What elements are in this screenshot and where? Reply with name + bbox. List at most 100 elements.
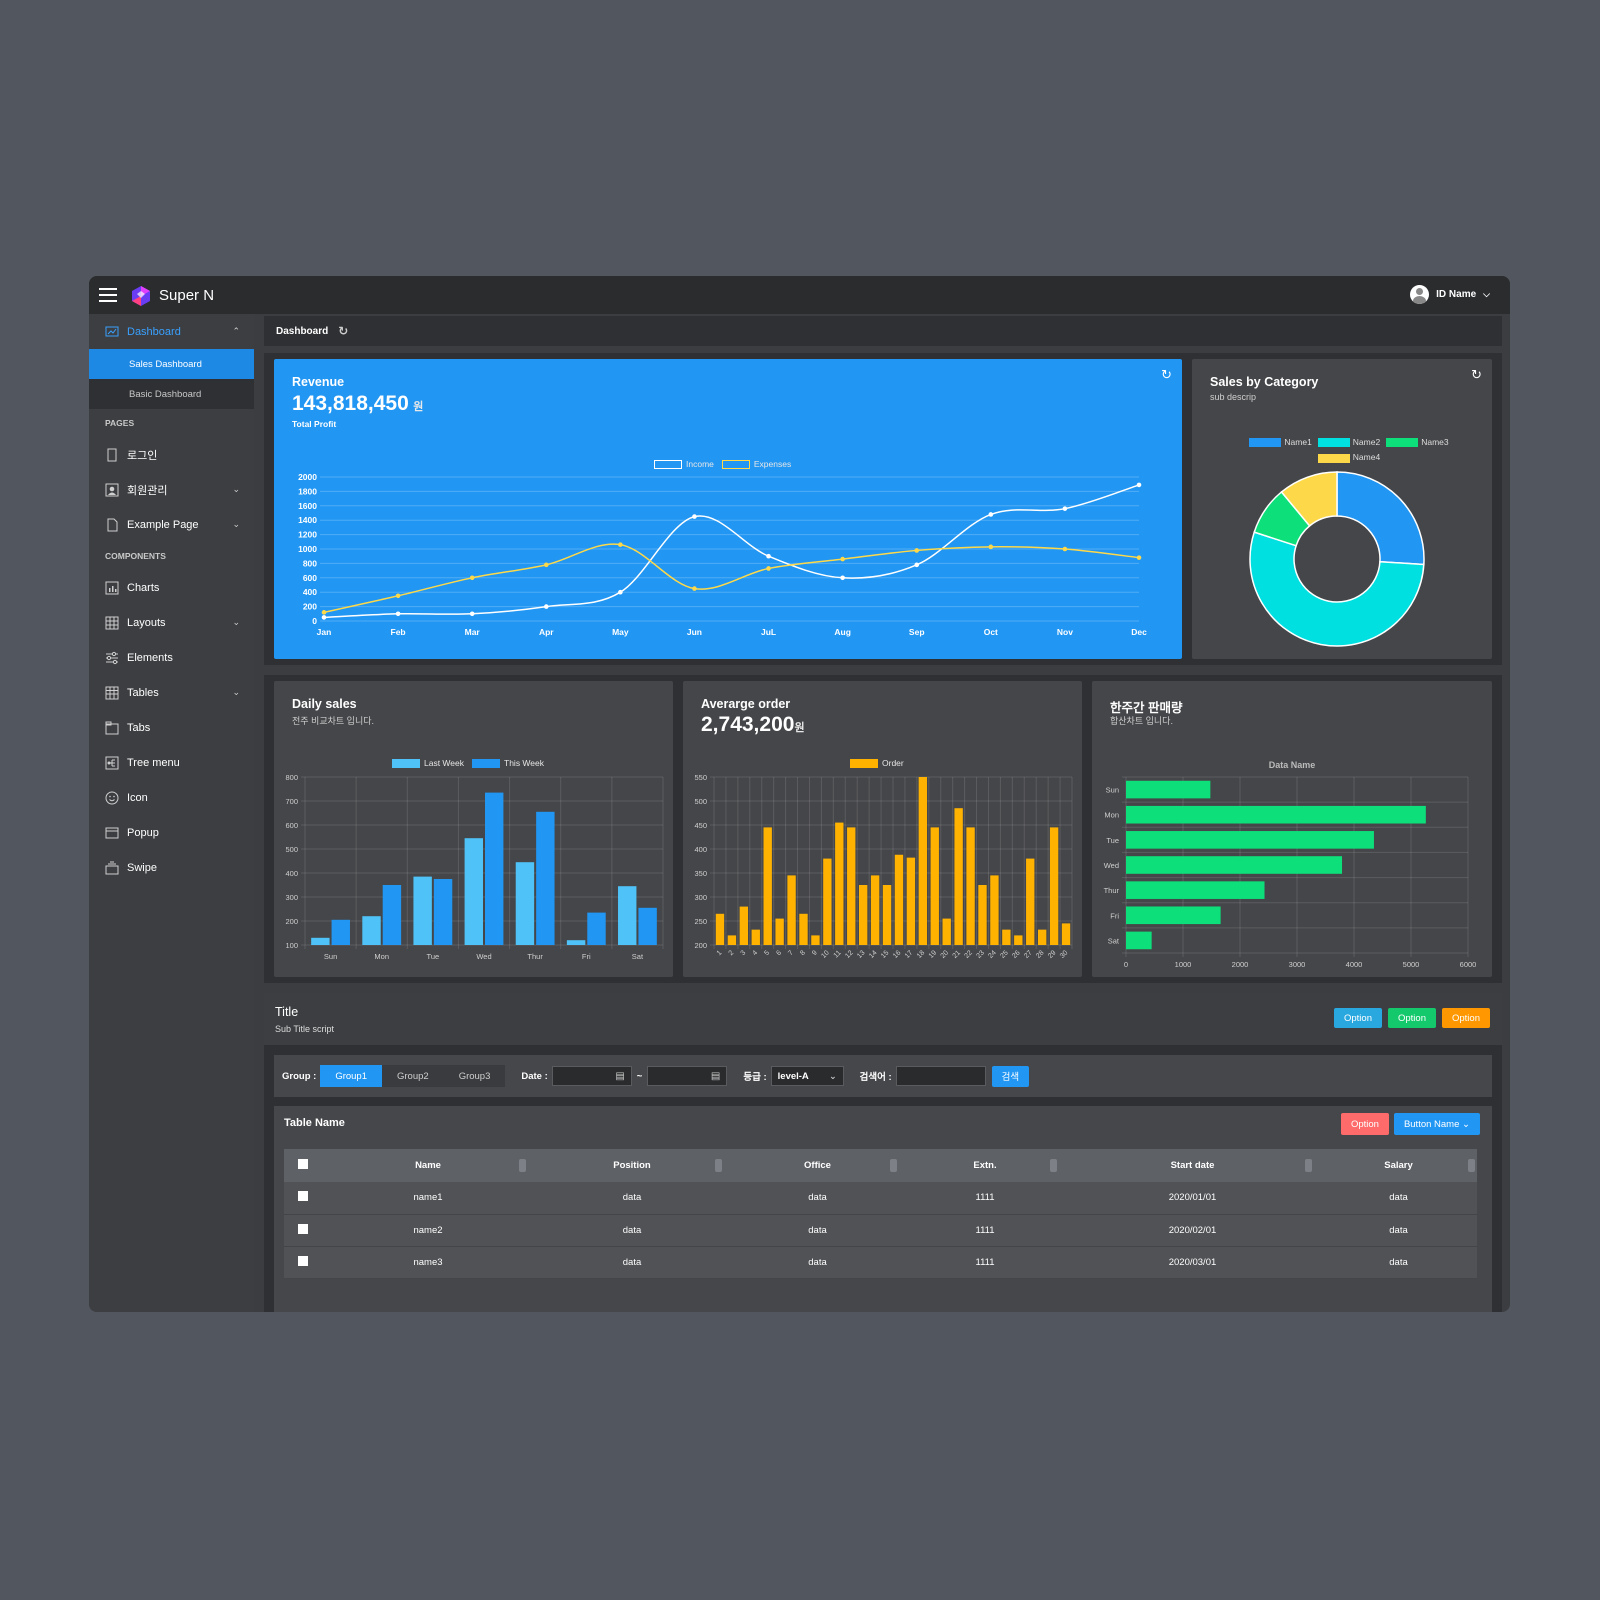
bar-last-week	[362, 916, 381, 945]
search-input[interactable]	[895, 1066, 986, 1086]
refresh-icon[interactable]: ↻	[338, 324, 349, 338]
search-button[interactable]: 검색	[991, 1065, 1030, 1087]
group-label: Group :	[282, 1070, 317, 1082]
cell-position: data	[622, 1224, 642, 1236]
table-dropdown-button[interactable]: Button Name ⌄	[1393, 1113, 1480, 1135]
bar-weekly	[1126, 931, 1152, 950]
data-point	[1136, 555, 1142, 560]
sidebar-item-example-page[interactable]: Example Page ⌄	[89, 507, 254, 542]
y-tick-label: 600	[303, 573, 317, 583]
table-buttons: Option Button Name ⌄	[1340, 1113, 1480, 1135]
user-name: ID Name	[1436, 289, 1477, 300]
header-extn[interactable]: Extn.	[905, 1149, 1065, 1182]
x-tick-label: Nov	[1057, 627, 1073, 637]
user-menu[interactable]: ID Name ⌵	[1410, 285, 1490, 304]
sidebar-item-layouts[interactable]: Layouts ⌄	[89, 605, 254, 640]
x-tick-label: 4	[751, 949, 759, 957]
sidebar-item-charts[interactable]: Charts	[89, 570, 254, 605]
row-checkbox-cell	[284, 1182, 322, 1214]
y-tick-label: 1200	[298, 530, 317, 540]
header-start-date[interactable]: Start date	[1065, 1149, 1320, 1182]
row-checkbox[interactable]	[298, 1255, 308, 1266]
group-option-1[interactable]: Group1	[320, 1065, 382, 1087]
sort-icon[interactable]	[715, 1159, 722, 1172]
y-tick-label: 350	[694, 869, 707, 878]
y-tick-label: Wed	[1104, 861, 1119, 870]
sidebar-item-elements[interactable]: Elements	[89, 640, 254, 675]
bar-order	[787, 875, 796, 945]
select-all-checkbox[interactable]	[298, 1159, 308, 1169]
sidebar-item-icon[interactable]: Icon	[89, 780, 254, 815]
legend-name3: Name3	[1386, 437, 1449, 448]
table-row[interactable]: name1 data data 1111 2020/01/01 data	[284, 1182, 1477, 1214]
x-tick-label: 9	[811, 949, 819, 957]
stack-icon	[105, 861, 119, 875]
bar-order	[811, 935, 820, 945]
table-row[interactable]: name3 data data 1111 2020/03/01 data	[284, 1246, 1477, 1278]
x-tick-label: Jan	[317, 627, 332, 637]
chevron-down-icon: ⌄	[232, 617, 240, 627]
sidebar-item-tables[interactable]: Tables ⌄	[89, 675, 254, 710]
sort-icon[interactable]	[1305, 1159, 1312, 1172]
option-button-blue[interactable]: Option	[1334, 1008, 1382, 1028]
header-position[interactable]: Position	[534, 1149, 730, 1182]
bar-weekly	[1126, 856, 1343, 874]
header-office[interactable]: Office	[730, 1149, 905, 1182]
sidebar-item-popup[interactable]: Popup	[89, 815, 254, 850]
sidebar-section-components: COMPONENTS	[105, 551, 166, 561]
table-row[interactable]: name2 data data 1111 2020/02/01 data	[284, 1214, 1477, 1246]
table-title: Table Name	[284, 1117, 345, 1129]
y-tick-label: Fri	[1110, 911, 1119, 920]
sort-icon[interactable]	[1468, 1159, 1475, 1172]
sidebar-item-dashboard[interactable]: Dashboard ⌃	[89, 314, 254, 349]
option-button-orange[interactable]: Option	[1442, 1008, 1490, 1028]
bar-weekly	[1126, 881, 1265, 899]
row-checkbox[interactable]	[298, 1191, 308, 1202]
x-tick-label: 28	[1035, 949, 1046, 960]
sidebar-item-members[interactable]: 회원관리 ⌄	[89, 472, 254, 507]
chevron-down-icon: ⌄	[232, 687, 240, 697]
x-tick-label: 16	[892, 949, 903, 960]
date-end-input[interactable]: ▤	[647, 1066, 728, 1086]
grade-select[interactable]: level-A ⌄	[770, 1066, 844, 1086]
menu-icon[interactable]	[99, 288, 117, 302]
sort-icon[interactable]	[890, 1159, 897, 1172]
bar-order	[858, 885, 868, 945]
table-option-button[interactable]: Option	[1340, 1113, 1389, 1135]
group-option-2[interactable]: Group2	[397, 1070, 429, 1082]
sidebar-sub-sales-dashboard[interactable]: Sales Dashboard	[89, 349, 254, 379]
sidebar-item-label: Tables	[127, 686, 159, 699]
user-icon	[105, 483, 119, 497]
sidebar-item-tabs[interactable]: Tabs	[89, 710, 254, 745]
sort-icon[interactable]	[1050, 1159, 1057, 1172]
y-tick-label: 550	[694, 773, 707, 782]
sidebar-item-login[interactable]: 로그인	[89, 437, 254, 472]
x-tick-label: 10	[820, 949, 831, 960]
chevron-down-icon: ⌵	[1483, 289, 1490, 299]
sidebar-item-label: 로그인	[127, 449, 158, 462]
option-button-green[interactable]: Option	[1388, 1008, 1436, 1028]
date-start-input[interactable]: ▤	[551, 1066, 632, 1086]
sidebar-sub-basic-dashboard[interactable]: Basic Dashboard	[89, 379, 254, 409]
average-order-card: Averarge order 2,743,200원 Order 200 250 30…	[683, 681, 1082, 977]
weekly-chart-title: Data Name	[1268, 760, 1316, 770]
sidebar-item-label: 회원관리	[127, 484, 168, 497]
bar-order	[930, 827, 939, 945]
door-icon	[105, 448, 119, 462]
sidebar-item-tree-menu[interactable]: Tree menu	[89, 745, 254, 780]
sidebar-item-swipe[interactable]: Swipe	[89, 850, 254, 885]
x-tick-label: 24	[987, 949, 998, 960]
cell-extn: 1111	[975, 1192, 995, 1204]
header-salary[interactable]: Salary	[1320, 1149, 1477, 1182]
group-option-3[interactable]: Group3	[458, 1070, 491, 1082]
refresh-icon[interactable]: ↻	[1471, 367, 1482, 382]
x-tick-label: 26	[1011, 949, 1022, 960]
sort-icon[interactable]	[519, 1159, 526, 1172]
header-name[interactable]: Name	[322, 1149, 534, 1182]
table-header-row: Name Position Office Extn. Start date Sa…	[284, 1149, 1477, 1182]
row-checkbox[interactable]	[298, 1223, 308, 1234]
x-tick-label: 20	[940, 949, 951, 960]
refresh-icon[interactable]: ↻	[1161, 367, 1172, 382]
table-card: Table Name Option Button Name ⌄ Name Pos…	[274, 1106, 1492, 1312]
